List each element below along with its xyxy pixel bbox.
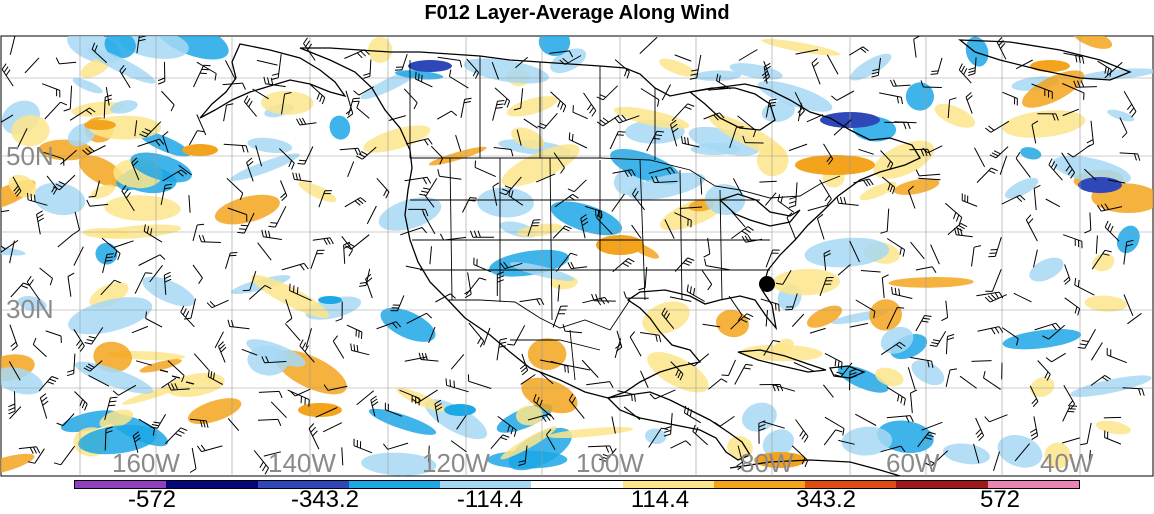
lon-label-120w: 120W: [422, 448, 490, 478]
colorbar-label: -572: [128, 486, 176, 514]
lon-label-100w: 100W: [576, 448, 644, 478]
shaded-contour-core: [1030, 60, 1070, 72]
shaded-contour-core: [408, 60, 452, 72]
wind-barb: [1104, 417, 1121, 418]
lat-label-50n: 50N: [6, 141, 54, 171]
shaded-contour-core: [444, 404, 476, 416]
shaded-contour-core: [795, 155, 875, 175]
colorbar-label: -343.2: [291, 486, 359, 514]
colorbar-seg-4: [349, 481, 440, 488]
colorbar-label: 343.2: [796, 486, 856, 514]
shaded-contour-core: [182, 144, 218, 156]
lon-label-140w: 140W: [268, 448, 336, 478]
colorbar-seg-6: [531, 481, 622, 488]
shaded-contour-core: [84, 120, 116, 130]
colorbar-label: -114.4: [457, 486, 523, 514]
colorbar-seg-2: [166, 481, 257, 488]
lon-label-80w: 80W: [740, 448, 794, 478]
colorbar: [74, 480, 1080, 489]
lat-label-30n: 30N: [6, 294, 54, 324]
lon-label-160w: 160W: [112, 448, 180, 478]
colorbar-seg-10: [896, 481, 987, 488]
colorbar-label: 572: [980, 486, 1020, 514]
colorbar-label: 114.4: [631, 486, 689, 514]
colorbar-seg-8: [714, 481, 805, 488]
lon-label-60w: 60W: [886, 448, 940, 478]
shaded-contour-core: [1078, 177, 1122, 193]
shaded-contour-core: [318, 296, 342, 304]
station-dot-marker: [759, 276, 775, 292]
lon-label-40w: 40W: [1040, 448, 1094, 478]
